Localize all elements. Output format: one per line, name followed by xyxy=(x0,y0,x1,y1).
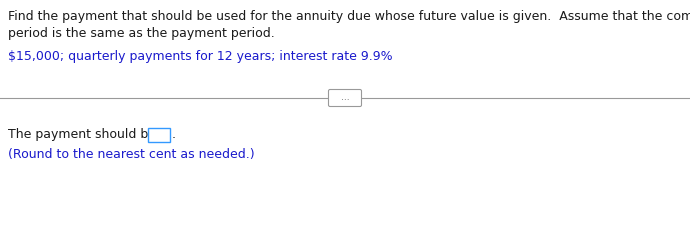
Text: period is the same as the payment period.: period is the same as the payment period… xyxy=(8,27,275,40)
Text: $15,000; quarterly payments for 12 years; interest rate 9.9%: $15,000; quarterly payments for 12 years… xyxy=(8,50,393,63)
Text: (Round to the nearest cent as needed.): (Round to the nearest cent as needed.) xyxy=(8,148,255,161)
FancyBboxPatch shape xyxy=(148,128,170,142)
Text: ...: ... xyxy=(341,93,349,102)
Text: The payment should be $: The payment should be $ xyxy=(8,128,168,141)
FancyBboxPatch shape xyxy=(328,90,362,106)
Text: Find the payment that should be used for the annuity due whose future value is g: Find the payment that should be used for… xyxy=(8,10,690,23)
Text: .: . xyxy=(172,128,176,141)
